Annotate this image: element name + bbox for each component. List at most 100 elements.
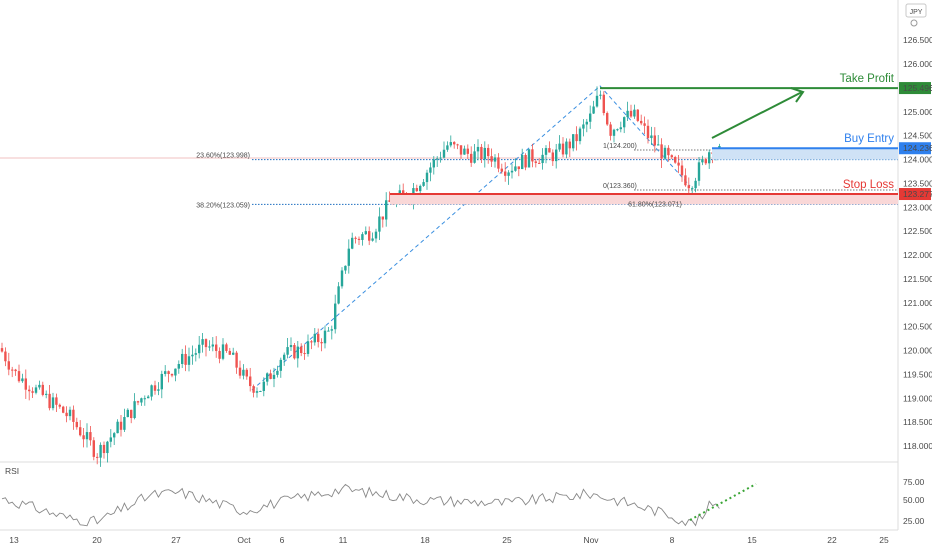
candle-body	[575, 134, 578, 142]
fib-label-61.8: 61.80%(123.071)	[628, 201, 682, 208]
candle-body	[126, 409, 129, 418]
candle-body	[456, 144, 459, 146]
candle-body	[612, 129, 616, 136]
candle-body	[58, 404, 61, 407]
candle-body	[650, 135, 653, 139]
candle-body	[483, 147, 486, 160]
candle-body	[293, 345, 296, 359]
buy-entry-zone	[712, 148, 898, 160]
candle-body	[289, 345, 293, 348]
candle-body	[266, 373, 269, 382]
price-tick-label: 123.500	[903, 178, 932, 188]
currency-badge	[905, 3, 927, 18]
candle-body	[157, 389, 160, 391]
candle-body	[235, 352, 238, 368]
candle-body	[694, 180, 697, 189]
candle-body	[300, 346, 303, 354]
candle-body	[177, 363, 180, 369]
candle-body	[521, 154, 524, 170]
buy-entry-price-badge-text: 124.236	[903, 143, 932, 153]
price-tick-label: 119.000	[903, 393, 932, 403]
candle-body	[636, 109, 639, 121]
time-tick-label: 6	[280, 535, 285, 545]
candle-body	[286, 347, 289, 355]
price-tick-label: 126.500	[903, 35, 932, 45]
candle-body	[92, 440, 95, 457]
candle-body	[211, 344, 214, 347]
candle-body	[11, 369, 14, 371]
price-tick-label: 120.000	[903, 346, 932, 356]
candle-body	[354, 237, 357, 239]
candle-body	[626, 110, 629, 118]
candle-body	[337, 286, 340, 304]
candle-body	[432, 159, 435, 168]
candle-body	[599, 94, 602, 96]
price-tick-label: 122.500	[903, 226, 932, 236]
candle-body	[7, 361, 10, 370]
candle-body	[670, 155, 673, 158]
candle-body	[422, 182, 425, 186]
candle-body	[238, 367, 242, 376]
rsi-panel: RSI 75.00 50.00 25.00	[1, 466, 925, 527]
candle-body	[45, 393, 48, 395]
candle-body	[249, 376, 252, 387]
candle-body	[215, 344, 218, 351]
candle-body	[323, 330, 327, 344]
candle-body	[72, 409, 75, 422]
candle-body	[232, 352, 235, 355]
time-tick-label: 25	[879, 535, 889, 545]
candle-body	[663, 147, 667, 159]
candle-body	[691, 188, 694, 190]
candle-body	[116, 421, 119, 434]
candle-body	[160, 373, 163, 390]
candle-body	[303, 353, 306, 355]
candle-body	[497, 157, 500, 169]
candle-body	[123, 417, 126, 430]
candle-body	[449, 142, 452, 146]
fib-label-0: 0(123.360)	[603, 183, 637, 190]
candle-body	[218, 350, 221, 359]
candle-body	[276, 370, 279, 375]
price-tick-label: 118.000	[903, 441, 932, 451]
candle-body	[653, 135, 656, 146]
candle-body	[704, 159, 707, 164]
time-tick-label: 20	[92, 535, 102, 545]
candle-body	[82, 435, 85, 440]
candle-body	[555, 149, 558, 162]
candle-body	[136, 401, 140, 403]
candle-body	[357, 238, 361, 240]
candle-body	[589, 113, 592, 122]
candle-body	[38, 384, 41, 388]
candle-body	[633, 109, 636, 117]
stop-loss-zone	[390, 194, 898, 205]
candle-body	[65, 412, 68, 417]
candle-body	[14, 369, 17, 372]
candle-body	[619, 127, 622, 130]
candle-body	[548, 148, 551, 153]
candle-body	[606, 113, 609, 125]
candle-body	[147, 396, 150, 399]
candle-body	[164, 371, 167, 374]
candle-body	[640, 120, 643, 124]
time-tick-label: 15	[747, 535, 757, 545]
candle-body	[558, 143, 561, 150]
candle-body	[402, 190, 405, 194]
candle-body	[340, 270, 344, 287]
candle-body	[68, 409, 72, 417]
price-tick-label: 118.500	[903, 417, 932, 427]
price-tick-label: 122.000	[903, 250, 932, 260]
currency-label: JPY	[910, 9, 923, 16]
fib-trend-line	[251, 85, 691, 391]
candle-body	[538, 162, 541, 164]
price-tick-label: 121.500	[903, 274, 932, 284]
time-tick-label: 8	[670, 535, 675, 545]
price-tick-label: 125.000	[903, 107, 932, 117]
candle-body	[119, 421, 123, 430]
candle-body	[106, 441, 109, 454]
candle-body	[21, 378, 24, 382]
fibonacci-lines: 23.60%(123.998) 38.20%(123.059) 1(124.200)…	[0, 85, 898, 391]
take-profit-price-badge-text: 125.496	[903, 83, 932, 93]
candle-body	[419, 185, 422, 192]
candle-body	[184, 353, 187, 365]
